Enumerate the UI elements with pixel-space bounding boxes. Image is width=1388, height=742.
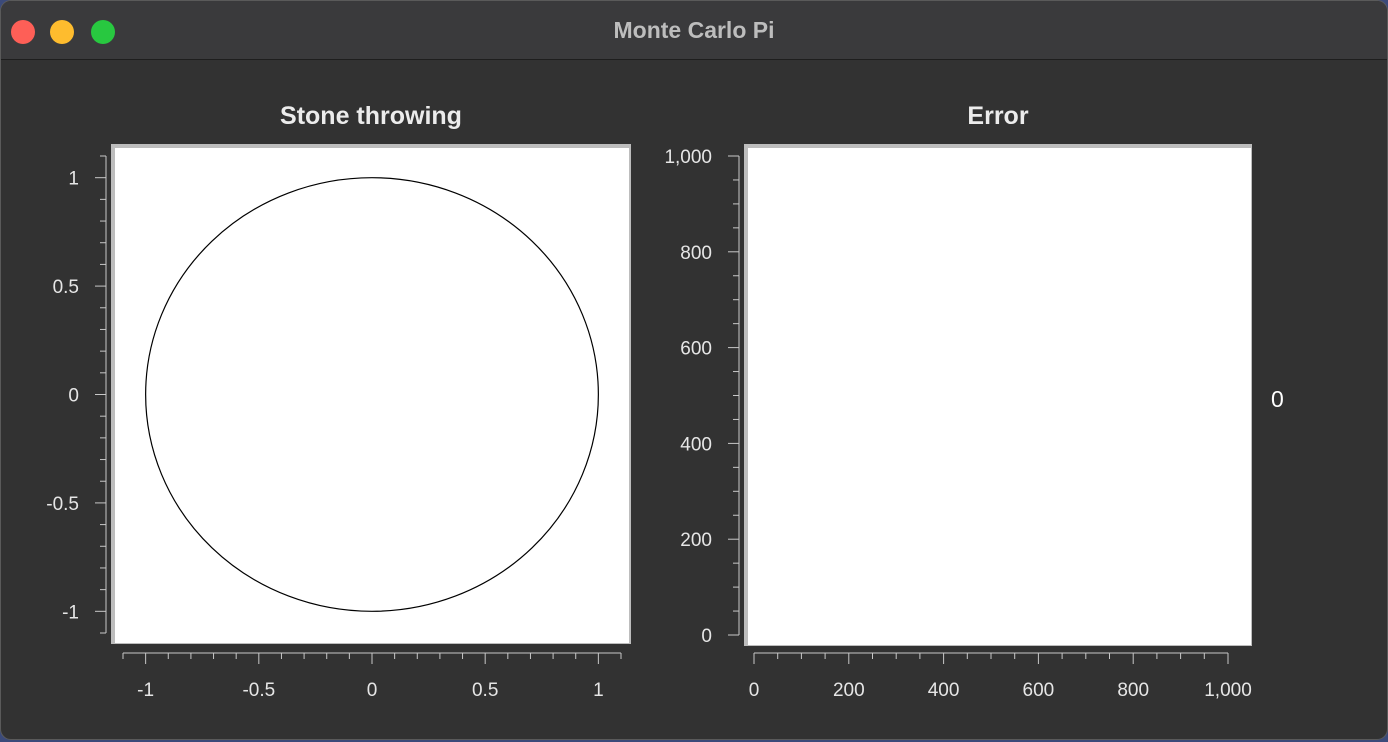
unit-circle <box>145 177 599 612</box>
error-x-tick-label: 400 <box>928 680 960 701</box>
error-x-tick-label: 600 <box>1023 680 1055 701</box>
error-x-tick-label: 0 <box>749 680 760 701</box>
stone-y-tick-label: -1 <box>62 602 79 623</box>
error-plot-title: Error <box>967 102 1029 130</box>
stone-x-tick-label: 0.5 <box>472 680 498 701</box>
error-y-tick-label: 0 <box>701 626 712 647</box>
stone-y-tick-label: 0.5 <box>53 277 79 298</box>
error-y-tick-label: 600 <box>680 339 712 360</box>
stone-x-tick-label: -1 <box>137 680 154 701</box>
error-y-tick-label: 400 <box>680 434 712 455</box>
zoom-window-button[interactable] <box>91 20 115 44</box>
stone-y-tick-label: 0 <box>68 386 79 407</box>
error-x-tick-label: 1,000 <box>1204 680 1252 701</box>
error-plot-area[interactable] <box>748 148 1251 645</box>
error-y-tick-label: 200 <box>680 530 712 551</box>
stone-y-tick-label: -0.5 <box>46 494 79 515</box>
stone-x-tick-label: 1 <box>593 680 604 701</box>
minimize-window-button[interactable] <box>50 20 74 44</box>
window-title: Monte Carlo Pi <box>613 17 775 43</box>
error-y-tick-label: 1,000 <box>664 147 712 168</box>
error-y-tick-label: 800 <box>680 243 712 264</box>
error-plot: 0 200 400 600 800 1,000 1,000 800 600 400 200 0 <box>664 144 1252 701</box>
stone-plot-title: Stone throwing <box>280 102 462 130</box>
stone-x-tick-label: -0.5 <box>242 680 275 701</box>
stone-plot-area[interactable] <box>115 148 629 643</box>
stone-throwing-plot: -1 -0.5 0 0.5 1 1 0.5 0 -0.5 -1 <box>46 144 631 701</box>
error-x-tick-label: 200 <box>833 680 865 701</box>
stone-y-tick-label: 1 <box>68 169 79 190</box>
close-window-button[interactable] <box>11 20 35 44</box>
stone-x-tick-label: 0 <box>367 680 378 701</box>
title-bar: Monte Carlo Pi <box>1 1 1387 60</box>
error-x-tick-label: 800 <box>1117 680 1149 701</box>
error-value-readout: 0 <box>1271 386 1284 412</box>
